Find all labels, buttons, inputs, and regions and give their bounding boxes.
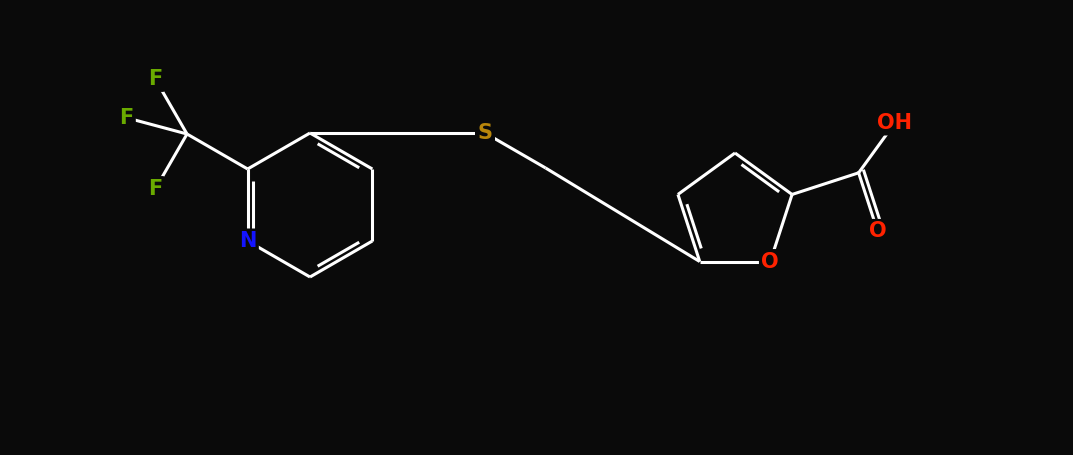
Text: F: F (148, 178, 163, 198)
Text: S: S (477, 123, 493, 143)
Text: OH: OH (878, 113, 912, 133)
Text: F: F (148, 70, 163, 90)
Text: O: O (869, 222, 886, 242)
Text: N: N (239, 231, 256, 251)
Text: F: F (119, 108, 133, 128)
Text: O: O (762, 252, 779, 272)
